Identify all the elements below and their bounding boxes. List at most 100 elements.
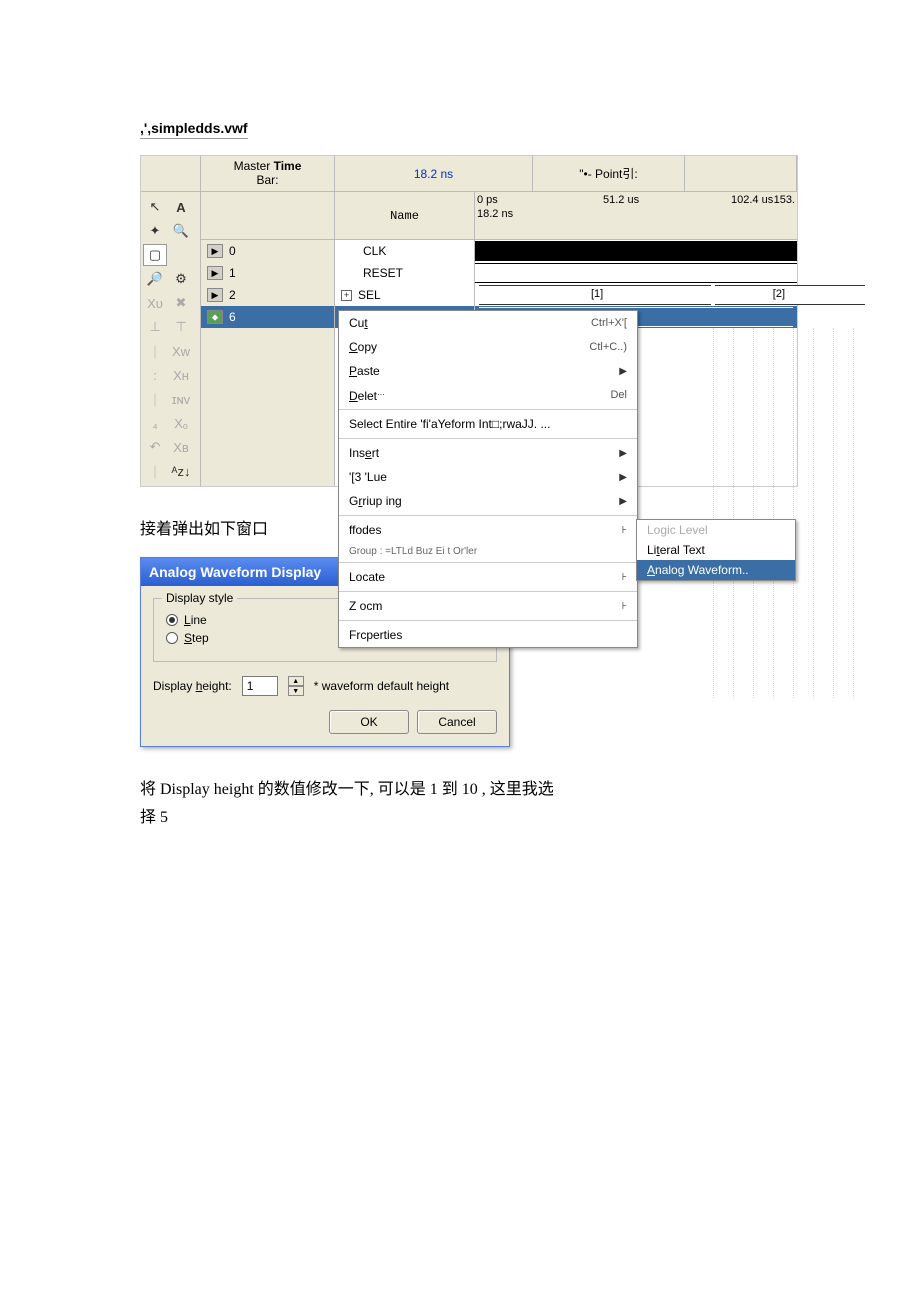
radio-icon	[166, 614, 178, 626]
fullscreen-tool-icon[interactable]: ▢	[143, 244, 167, 266]
submenu-analog-waveform[interactable]: Analog Waveform..	[637, 560, 795, 580]
ruler-tick: 51.2 us	[603, 194, 639, 206]
signal-name: RESET	[363, 266, 403, 280]
wrench-tool-icon[interactable]: ⚙	[169, 268, 193, 290]
display-format-submenu: Logic Level Literal Text Analog Waveform…	[636, 519, 796, 581]
submenu-arrow-icon: ⊦	[622, 601, 627, 612]
ruler-tick: 102.4 us	[731, 194, 773, 206]
bus-pin-icon: ⬥	[207, 310, 223, 324]
expand-icon[interactable]: +	[341, 290, 352, 301]
dialog-title-text: Analog Waveform Display	[149, 564, 321, 580]
pointer-tool-icon[interactable]: ↖	[143, 196, 167, 218]
bar2-tool-icon[interactable]: ｜	[143, 460, 167, 482]
height-suffix: * waveform default height	[314, 679, 449, 693]
ctx-delete[interactable]: Delet…Del	[339, 383, 637, 407]
submenu-arrow-icon: ▶	[619, 448, 627, 459]
ctx-separator	[339, 438, 637, 439]
ctx-value[interactable]: '[3 'Lue▶	[339, 465, 637, 489]
ctx-separator	[339, 591, 637, 592]
height-input[interactable]: 1	[242, 676, 278, 696]
ok-button[interactable]: OK	[329, 710, 409, 734]
signal-row-6[interactable]: ⬥ 6	[201, 306, 334, 328]
header-toolbox-spacer	[141, 156, 201, 192]
input-pin-icon: ▶	[207, 266, 223, 280]
lock-tool-icon[interactable]: ⊥	[143, 316, 167, 338]
signal-name: SEL	[358, 288, 381, 302]
inv-tool-icon[interactable]: ɪɴᴠ	[169, 388, 193, 410]
cancel-button[interactable]: Cancel	[417, 710, 497, 734]
find-tool-icon[interactable]: 🔎	[143, 268, 167, 290]
zoom-tool-icon[interactable]: 🔍	[169, 220, 193, 242]
xu-tool-icon[interactable]: Xᴜ	[143, 292, 167, 314]
ctx-select-entire[interactable]: Select Entire 'fi'aYeform Int□;rwaJJ. ..…	[339, 412, 637, 436]
bus-value-label: [2]	[773, 288, 785, 300]
xw-tool-icon[interactable]: Xw	[169, 340, 193, 362]
bar-tool-icon[interactable]: ｜	[143, 388, 167, 410]
ctx-locate[interactable]: Locate⊦	[339, 565, 637, 589]
signal-index-column: ▶ 0 ▶ 1 ▶ 2 ⬥ 6	[201, 192, 335, 486]
signal-index: 2	[229, 288, 236, 302]
signal-index: 6	[229, 310, 236, 324]
signal-index: 1	[229, 266, 236, 280]
signal-row-2[interactable]: ▶ 2	[201, 284, 334, 306]
anchor-tool-icon[interactable]: ⊤	[169, 316, 193, 338]
ctx-group-bit-order[interactable]: Group : =LTLd Buz Ei t Or'ler	[339, 542, 637, 560]
bus-value-label: [1]	[591, 288, 603, 300]
name-row-clk[interactable]: CLK	[335, 240, 474, 262]
xx-tool-icon[interactable]: ✖	[169, 292, 193, 314]
instruction-text-2b: 择 5	[140, 803, 780, 827]
instruction-text-2a: 将 Display height 的数值修改一下, 可以是 1 到 10 , 这…	[140, 775, 780, 799]
radio-icon	[166, 632, 178, 644]
text-tool-icon[interactable]: A	[169, 196, 193, 218]
sort-tool-icon[interactable]: ᴬz↓	[169, 460, 193, 482]
context-menu: CutCtrl+X'[ CopyCtl+C..) Paste▶ Delet…De…	[338, 310, 638, 648]
ctx-separator	[339, 562, 637, 563]
signal-header-spacer	[201, 192, 334, 240]
height-label: Display height:	[153, 679, 232, 693]
undo-tool-icon[interactable]: ↶	[143, 436, 167, 458]
spinner-buttons: ▲ ▼	[288, 676, 304, 696]
submenu-arrow-icon: ▶	[619, 366, 627, 377]
name-row-sel[interactable]: + SEL	[335, 284, 474, 306]
ctx-insert[interactable]: Insert▶	[339, 441, 637, 465]
submenu-logic-level[interactable]: Logic Level	[637, 520, 795, 540]
colon-tool-icon[interactable]: :	[143, 364, 167, 386]
xb-tool-icon[interactable]: Xʙ	[169, 436, 193, 458]
zoom-fit-tool-icon[interactable]: ✦	[143, 220, 167, 242]
spinner-up-icon[interactable]: ▲	[288, 676, 304, 686]
waveform-header: Master TimeBar: 18.2 ns "•- Point引:	[141, 156, 797, 192]
xo-tool-icon[interactable]: Xₒ	[169, 412, 193, 434]
submenu-arrow-icon: ⊦	[622, 572, 627, 583]
spinner-down-icon[interactable]: ▼	[288, 686, 304, 696]
ctx-cut[interactable]: CutCtrl+X'[	[339, 311, 637, 335]
ctx-paste[interactable]: Paste▶	[339, 359, 637, 383]
submenu-literal-text[interactable]: Literal Text	[637, 540, 795, 560]
time-ruler: 0 ps 51.2 us 102.4 us 153. 18.2 ns	[475, 192, 797, 240]
ctx-copy[interactable]: CopyCtl+C..)	[339, 335, 637, 359]
submenu-arrow-icon: ⊦	[622, 525, 627, 536]
num-tool-icon[interactable]: ₄	[143, 412, 167, 434]
ctx-zoom[interactable]: Z ocm⊦	[339, 594, 637, 618]
line-tool-icon[interactable]: ｜	[143, 340, 167, 362]
blank-tool	[169, 244, 193, 266]
ctx-separator	[339, 620, 637, 621]
ctx-grouping[interactable]: Grriup ing▶	[339, 489, 637, 513]
ctx-nodes[interactable]: ffodes⊦	[339, 518, 637, 542]
xh-tool-icon[interactable]: Xʜ	[169, 364, 193, 386]
name-row-reset[interactable]: RESET	[335, 262, 474, 284]
signal-row-0[interactable]: ▶ 0	[201, 240, 334, 262]
ruler-tick: 0 ps	[477, 194, 498, 206]
ctx-properties[interactable]: Frcperties	[339, 623, 637, 647]
wave-row-clk	[475, 240, 797, 262]
master-time-value[interactable]: 18.2 ns	[335, 156, 533, 192]
signal-row-1[interactable]: ▶ 1	[201, 262, 334, 284]
ctx-separator	[339, 409, 637, 410]
signal-index: 0	[229, 244, 236, 258]
toolbox: ↖ A ✦ 🔍 ▢ 🔎 ⚙ Xᴜ ✖ ⊥ ⊤ ｜ Xw : Xʜ ｜ ɪɴᴠ ₄…	[141, 192, 201, 486]
cursor-time: 18.2 ns	[477, 208, 513, 220]
name-column-header: Name	[335, 192, 474, 240]
signal-name: CLK	[363, 244, 386, 258]
submenu-arrow-icon: ▶	[619, 472, 627, 483]
wave-row-reset	[475, 262, 797, 284]
pointer-label: "•- Point引:	[533, 156, 685, 192]
